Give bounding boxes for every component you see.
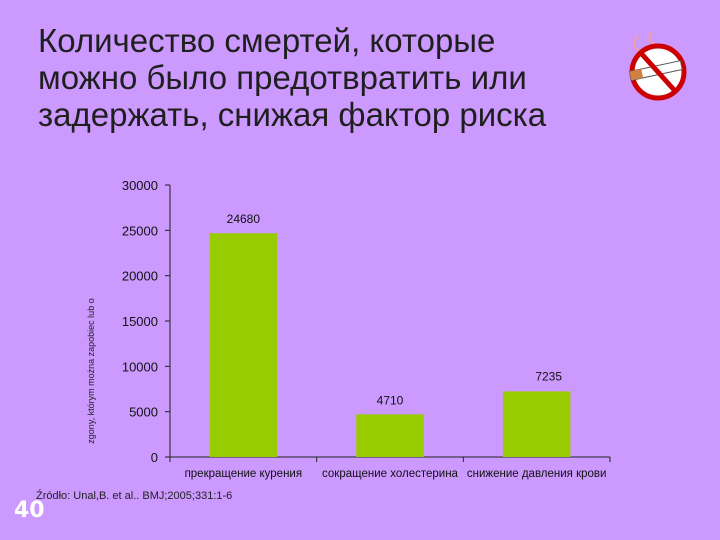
y-axis-label: zgony, którym można zapobiec lub o (86, 298, 96, 443)
x-tick-label: сокращение холестерина (322, 468, 459, 480)
x-tick-label: снижение давления крови (467, 468, 607, 480)
data-label: 24680 (227, 212, 261, 226)
no-smoking-icon (628, 31, 687, 101)
slide-title: Количество смертей, которые можно было п… (38, 22, 618, 133)
y-tick-label: 0 (151, 450, 158, 465)
x-axis-ticks (169, 457, 611, 462)
x-axis-labels: прекращение курения сокращение холестерин… (185, 468, 607, 480)
bar (209, 233, 278, 457)
y-tick-label: 10000 (122, 359, 158, 374)
y-tick-label: 20000 (122, 269, 158, 284)
data-labels: 24680 4710 7235 (227, 212, 563, 407)
y-axis-ticks: 0 5000 10000 15000 20000 25000 30000 (122, 178, 170, 465)
y-tick-label: 15000 (122, 314, 158, 329)
bar (502, 391, 571, 457)
title-line-3: задержать, снижая фактор риска (38, 96, 547, 133)
data-label: 7235 (535, 369, 562, 383)
x-tick-label: прекращение курения (185, 468, 303, 480)
y-tick-label: 25000 (122, 223, 158, 238)
y-tick-label: 30000 (122, 178, 158, 193)
slide-number: 40 (14, 498, 45, 523)
title-line-1: Количество смертей, которые (38, 22, 496, 59)
bar (356, 414, 424, 457)
bars (209, 233, 571, 457)
source-note: Źródło: Unal,B. et al.. BMJ;2005;331:1-6 (36, 490, 233, 502)
data-label: 4710 (377, 393, 404, 407)
y-tick-label: 5000 (129, 405, 158, 420)
title-line-2: можно было предотвратить или (38, 59, 527, 96)
